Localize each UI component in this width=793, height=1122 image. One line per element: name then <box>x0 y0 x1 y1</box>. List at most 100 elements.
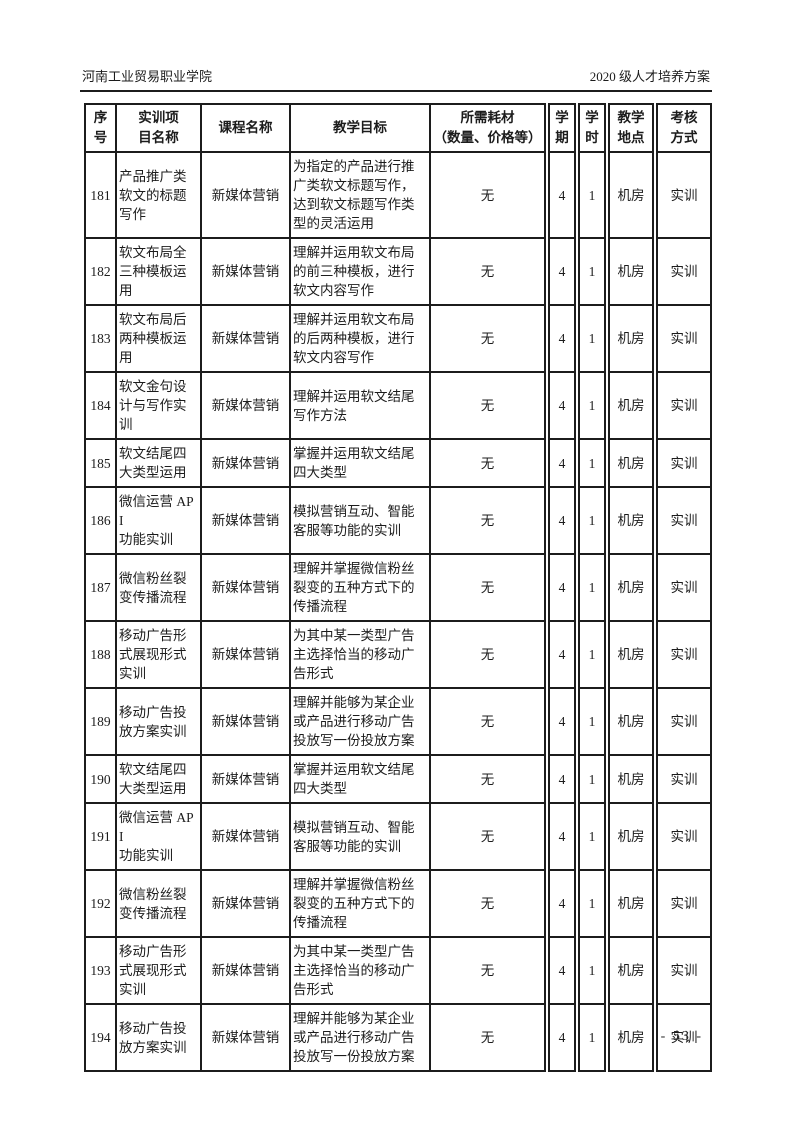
cell-assessment: 实训 <box>652 438 712 488</box>
cell-course-name: 新媒体营销 <box>200 371 291 440</box>
cell-teaching-goal: 模拟营销互动、智能客服等功能的实训 <box>289 802 431 871</box>
cell-location: 机房 <box>604 802 656 871</box>
cell-course-name: 新媒体营销 <box>200 936 291 1005</box>
cell-location: 机房 <box>604 687 656 756</box>
cell-semester: 4 <box>544 754 578 804</box>
table-row: 187 微信粉丝裂变传播流程 新媒体营销 理解并掌握微信粉丝裂变的五种方式下的传… <box>84 553 712 622</box>
cell-teaching-goal: 理解并掌握微信粉丝裂变的五种方式下的传播流程 <box>289 553 431 622</box>
cell-course-name: 新媒体营销 <box>200 1003 291 1072</box>
cell-assessment: 实训 <box>652 802 712 871</box>
cell-hours: 1 <box>574 620 608 689</box>
cell-materials: 无 <box>429 754 548 804</box>
cell-assessment: 实训 <box>652 869 712 938</box>
cell-index: 188 <box>84 620 117 689</box>
cell-semester: 4 <box>544 802 578 871</box>
cell-materials: 无 <box>429 371 548 440</box>
cell-semester: 4 <box>544 304 578 373</box>
cell-teaching-goal: 理解并运用软文布局的后两种模板，进行软文内容写作 <box>289 304 431 373</box>
table-row: 194 移动广告投放方案实训 新媒体营销 理解并能够为某企业或产品进行移动广告投… <box>84 1003 712 1072</box>
cell-materials: 无 <box>429 304 548 373</box>
cell-index: 187 <box>84 553 117 622</box>
cell-semester: 4 <box>544 687 578 756</box>
cell-location: 机房 <box>604 486 656 555</box>
cell-course-name: 新媒体营销 <box>200 151 291 239</box>
cell-project-name: 微信粉丝裂变传播流程 <box>115 553 202 622</box>
cell-semester: 4 <box>544 237 578 306</box>
cell-project-name: 软文结尾四大类型运用 <box>115 438 202 488</box>
cell-index: 183 <box>84 304 117 373</box>
cell-materials: 无 <box>429 151 548 239</box>
table-row: 188 移动广告形式展现形式实训 新媒体营销 为其中某一类型广告主选择恰当的移动… <box>84 620 712 689</box>
cell-location: 机房 <box>604 754 656 804</box>
cell-materials: 无 <box>429 237 548 306</box>
cell-assessment: 实训 <box>652 687 712 756</box>
col-header-semester: 学 期 <box>544 103 578 153</box>
cell-materials: 无 <box>429 869 548 938</box>
cell-hours: 1 <box>574 754 608 804</box>
cell-hours: 1 <box>574 687 608 756</box>
table-row: 189 移动广告投放方案实训 新媒体营销 理解并能够为某企业或产品进行移动广告投… <box>84 687 712 756</box>
cell-assessment: 实训 <box>652 553 712 622</box>
cell-course-name: 新媒体营销 <box>200 553 291 622</box>
col-header-index: 序 号 <box>84 103 117 153</box>
cell-course-name: 新媒体营销 <box>200 304 291 373</box>
col-header-materials: 所需耗材 （数量、价格等） <box>429 103 548 153</box>
cell-teaching-goal: 为其中某一类型广告主选择恰当的移动广告形式 <box>289 936 431 1005</box>
page-number: - 53 - <box>660 1029 703 1044</box>
cell-index: 186 <box>84 486 117 555</box>
cell-teaching-goal: 为指定的产品进行推广类软文标题写作，达到软文标题写作类型的灵活运用 <box>289 151 431 239</box>
cell-location: 机房 <box>604 553 656 622</box>
cell-course-name: 新媒体营销 <box>200 438 291 488</box>
col-header-location: 教学 地点 <box>604 103 656 153</box>
cell-hours: 1 <box>574 553 608 622</box>
cell-index: 184 <box>84 371 117 440</box>
cell-semester: 4 <box>544 620 578 689</box>
cell-materials: 无 <box>429 802 548 871</box>
cell-project-name: 移动广告形式展现形式实训 <box>115 936 202 1005</box>
cell-project-name: 微信运营 API 功能实训 <box>115 486 202 555</box>
cell-project-name: 微信运营 API 功能实训 <box>115 802 202 871</box>
cell-materials: 无 <box>429 936 548 1005</box>
cell-hours: 1 <box>574 304 608 373</box>
cell-hours: 1 <box>574 936 608 1005</box>
cell-semester: 4 <box>544 1003 578 1072</box>
cell-hours: 1 <box>574 438 608 488</box>
cell-assessment: 实训 <box>652 304 712 373</box>
cell-teaching-goal: 模拟营销互动、智能客服等功能的实训 <box>289 486 431 555</box>
cell-materials: 无 <box>429 438 548 488</box>
cell-location: 机房 <box>604 1003 656 1072</box>
cell-project-name: 软文金句设计与写作实训 <box>115 371 202 440</box>
table-row: 191 微信运营 API 功能实训 新媒体营销 模拟营销互动、智能客服等功能的实… <box>84 802 712 871</box>
cell-teaching-goal: 理解并运用软文结尾写作方法 <box>289 371 431 440</box>
cell-assessment: 实训 <box>652 1003 712 1072</box>
cell-assessment: 实训 <box>652 936 712 1005</box>
cell-assessment: 实训 <box>652 486 712 555</box>
cell-project-name: 软文布局全三种模板运用 <box>115 237 202 306</box>
cell-materials: 无 <box>429 486 548 555</box>
training-projects-table: 序 号 实训项 目名称 课程名称 教学目标 所需耗材 （数量、价格等） 学 期 … <box>84 103 712 1072</box>
cell-semester: 4 <box>544 869 578 938</box>
cell-teaching-goal: 理解并能够为某企业或产品进行移动广告投放写一份投放方案 <box>289 1003 431 1072</box>
table-row: 192 微信粉丝裂变传播流程 新媒体营销 理解并掌握微信粉丝裂变的五种方式下的传… <box>84 869 712 938</box>
cell-semester: 4 <box>544 438 578 488</box>
cell-semester: 4 <box>544 553 578 622</box>
cell-teaching-goal: 理解并掌握微信粉丝裂变的五种方式下的传播流程 <box>289 869 431 938</box>
cell-hours: 1 <box>574 486 608 555</box>
cell-location: 机房 <box>604 371 656 440</box>
cell-index: 182 <box>84 237 117 306</box>
cell-teaching-goal: 理解并能够为某企业或产品进行移动广告投放写一份投放方案 <box>289 687 431 756</box>
document-header: 河南工业贸易职业学院 2020 级人才培养方案 <box>80 68 712 92</box>
col-header-project-name: 实训项 目名称 <box>115 103 202 153</box>
table-row: 184 软文金句设计与写作实训 新媒体营销 理解并运用软文结尾写作方法 无 4 … <box>84 371 712 440</box>
cell-index: 189 <box>84 687 117 756</box>
cell-hours: 1 <box>574 237 608 306</box>
cell-location: 机房 <box>604 151 656 239</box>
cell-assessment: 实训 <box>652 754 712 804</box>
cell-hours: 1 <box>574 869 608 938</box>
cell-location: 机房 <box>604 620 656 689</box>
cell-teaching-goal: 为其中某一类型广告主选择恰当的移动广告形式 <box>289 620 431 689</box>
cell-project-name: 软文布局后两种模板运用 <box>115 304 202 373</box>
table-row: 185 软文结尾四大类型运用 新媒体营销 掌握并运用软文结尾四大类型 无 4 1… <box>84 438 712 488</box>
cell-course-name: 新媒体营销 <box>200 754 291 804</box>
cell-hours: 1 <box>574 371 608 440</box>
